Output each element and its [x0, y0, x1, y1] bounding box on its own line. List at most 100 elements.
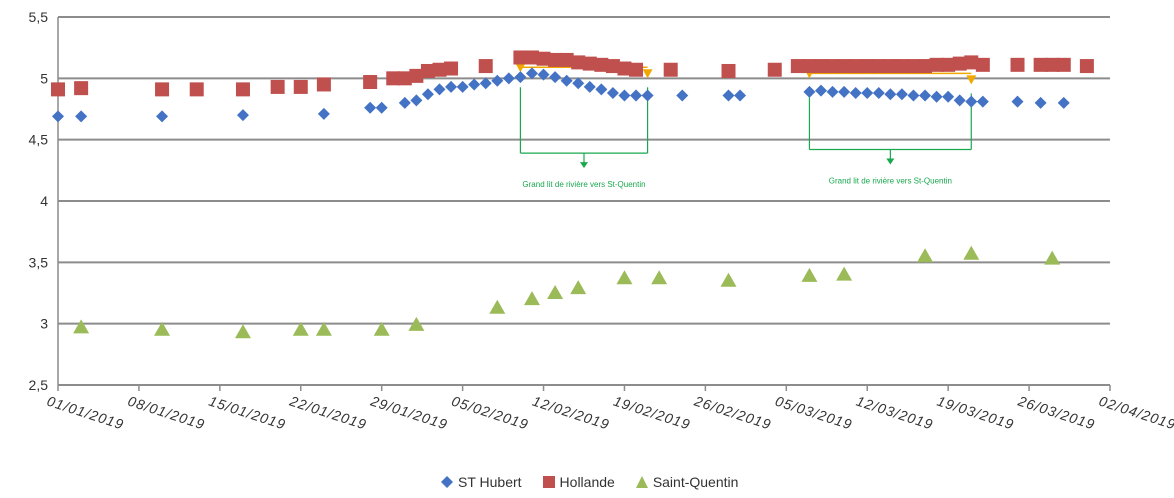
triangle-point	[1044, 250, 1061, 265]
square-point	[629, 62, 644, 77]
square-point	[1045, 57, 1060, 72]
square-point	[802, 59, 817, 74]
legend: ST Hubert Hollande Saint-Quentin	[440, 474, 738, 490]
diamond-point	[942, 90, 955, 103]
square-point	[409, 68, 424, 83]
diamond-point	[861, 87, 874, 100]
y-tick-label: 5,5	[29, 9, 49, 25]
legend-label: Saint-Quentin	[652, 474, 739, 490]
square-point	[975, 57, 990, 72]
square-point	[952, 56, 967, 71]
gridlines	[58, 16, 1110, 386]
x-tick-label: 08/01/2019	[126, 393, 207, 433]
square-point	[848, 59, 863, 74]
square-point	[813, 59, 828, 74]
square-point	[790, 59, 805, 74]
x-tick-label: 12/03/2019	[854, 393, 935, 433]
triangle-point	[73, 319, 90, 334]
diamond-point	[965, 95, 978, 108]
square-point	[397, 71, 412, 86]
x-tick-label: 19/02/2019	[612, 393, 693, 433]
diamond-point	[468, 78, 481, 91]
diamond-point	[156, 110, 169, 123]
triangle-point	[523, 291, 540, 306]
square-point	[432, 62, 447, 77]
x-tick-label: 29/01/2019	[368, 392, 450, 432]
square-point	[605, 59, 620, 74]
square-point	[420, 63, 435, 78]
series-st-hubert	[52, 67, 1070, 123]
triangle-point	[963, 245, 980, 260]
axes: 2,5 3 3,5 4 4,5 5 5,5 01/01/2019 08/01/2019 15/01…	[29, 9, 1174, 433]
diamond-point	[479, 77, 492, 90]
diamond-point	[976, 95, 989, 108]
diamond-point	[583, 80, 596, 93]
square-point	[906, 59, 921, 74]
triangle-point	[315, 321, 332, 336]
triangle-point	[570, 280, 587, 295]
diamond-point	[364, 101, 377, 114]
triangle-point	[234, 324, 251, 339]
square-point	[594, 57, 609, 72]
diamond-point	[421, 88, 434, 101]
diamond-marker-icon	[441, 476, 453, 488]
triangle-point	[801, 267, 818, 282]
square-point	[513, 50, 528, 65]
diamond-point	[826, 85, 839, 98]
diamond-point	[398, 96, 411, 109]
diamond-point	[525, 67, 538, 80]
square-point	[1056, 57, 1071, 72]
diamond-point	[375, 101, 388, 114]
y-tick-label: 3,5	[29, 254, 49, 270]
diamond-point	[849, 87, 862, 100]
square-point	[51, 82, 65, 97]
diamond-point	[953, 94, 966, 107]
y-tick-label: 4,5	[29, 132, 49, 148]
diamond-point	[502, 72, 515, 85]
x-tick-label: 15/01/2019	[207, 393, 288, 433]
square-point	[316, 77, 331, 92]
diamond-point	[814, 84, 827, 97]
x-tick-label: 05/02/2019	[450, 393, 531, 433]
square-point	[559, 52, 574, 67]
square-point	[617, 61, 632, 76]
annotation-text: Grand lit de rivière vers St-Quentin	[522, 180, 645, 189]
square-point	[860, 59, 875, 74]
diamond-point	[514, 71, 527, 84]
diamond-point	[618, 89, 631, 102]
triangle-point	[917, 248, 934, 263]
square-point	[293, 79, 308, 94]
square-point	[1079, 59, 1094, 74]
triangle-point	[154, 321, 171, 336]
diamond-point	[410, 94, 423, 107]
diamond-point	[75, 110, 88, 123]
diamond-point	[803, 85, 816, 98]
diamond-point	[630, 89, 643, 102]
square-point	[270, 79, 285, 94]
x-tick-label: 01/01/2019	[45, 393, 126, 433]
legend-item-saint-quentin: Saint-Quentin	[635, 474, 739, 490]
triangle-point	[292, 321, 309, 336]
triangle-marker-icon	[635, 476, 648, 488]
square-point	[918, 59, 933, 74]
square-point	[74, 81, 89, 96]
diamond-point	[930, 90, 943, 103]
diamond-point	[236, 109, 249, 122]
annotations: Grand lit de rivière vers St-Quentin Gran…	[515, 63, 977, 189]
legend-item-st-hubert: ST Hubert	[440, 474, 522, 490]
triangle-point	[547, 285, 564, 299]
square-point	[837, 59, 852, 74]
diamond-point	[445, 80, 458, 93]
square-point	[478, 59, 493, 74]
diamond-point	[734, 89, 747, 102]
triangle-point	[836, 266, 853, 281]
diamond-point	[872, 87, 885, 100]
triangle-point	[373, 321, 390, 336]
square-point	[386, 71, 401, 86]
series-saint-quentin	[73, 245, 1061, 339]
square-point	[964, 55, 979, 70]
diamond-point	[595, 83, 608, 96]
square-point	[189, 82, 204, 97]
diamond-point	[549, 71, 562, 84]
flow-marker-icon	[642, 69, 653, 79]
